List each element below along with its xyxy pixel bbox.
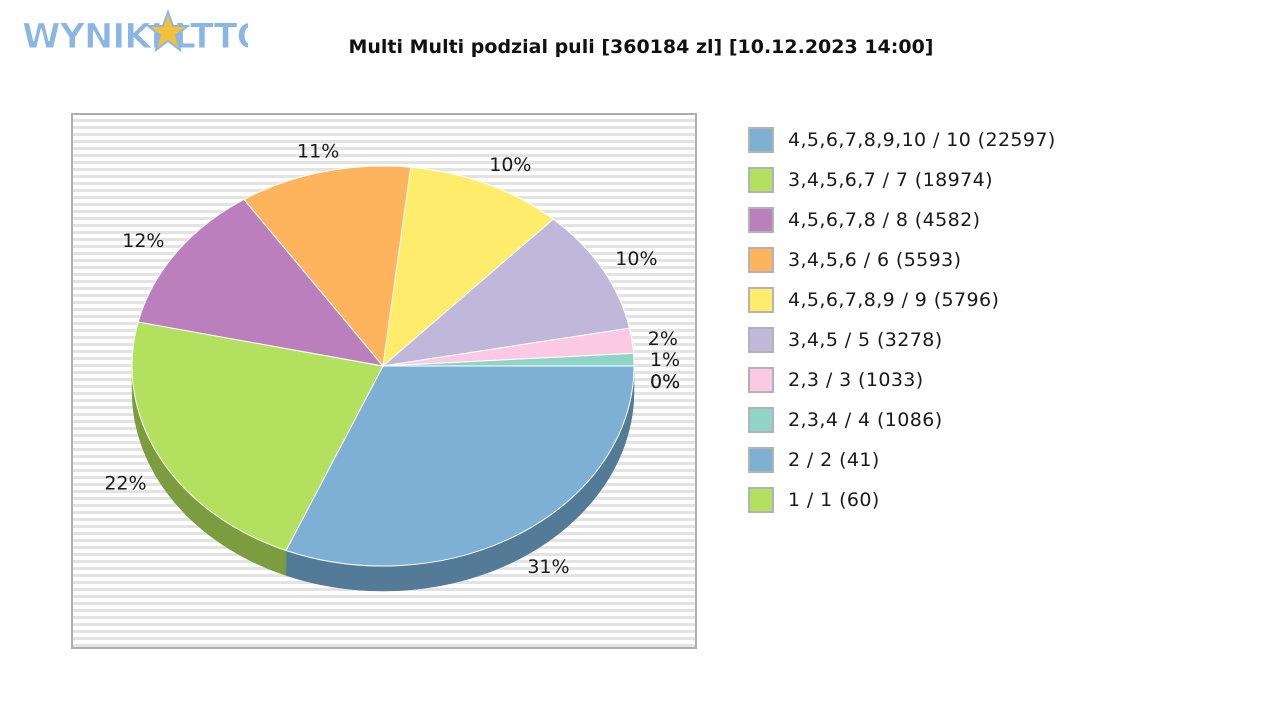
legend-swatch bbox=[748, 247, 774, 273]
pie-slice-7 bbox=[382, 352, 635, 367]
chart-title: Multi Multi podzial puli [360184 zl] [10… bbox=[348, 36, 934, 58]
legend-item: 3,4,5,6 / 6 (5593) bbox=[748, 240, 1268, 280]
legend: 4,5,6,7,8,9,10 / 10 (22597) 3,4,5,6,7 / 7… bbox=[748, 120, 1268, 520]
legend-label: 2 / 2 (41) bbox=[788, 449, 880, 471]
legend-item: 3,4,5 / 5 (3278) bbox=[748, 320, 1268, 360]
legend-swatch bbox=[748, 447, 774, 473]
legend-swatch bbox=[748, 207, 774, 233]
legend-item: 4,5,6,7,8,9,10 / 10 (22597) bbox=[748, 120, 1268, 160]
legend-item: 2,3 / 3 (1033) bbox=[748, 360, 1268, 400]
legend-label: 3,4,5 / 5 (3278) bbox=[788, 329, 943, 351]
legend-swatch bbox=[748, 487, 774, 513]
pie-label-6: 2% bbox=[648, 328, 678, 350]
legend-swatch bbox=[748, 367, 774, 393]
star-icon bbox=[145, 9, 191, 53]
legend-item: 4,5,6,7,8,9 / 9 (5796) bbox=[748, 280, 1268, 320]
legend-item: 3,4,5,6,7 / 7 (18974) bbox=[748, 160, 1268, 200]
pie-slices bbox=[131, 165, 635, 567]
pie-label-1: 22% bbox=[104, 473, 146, 495]
legend-item: 2,3,4 / 4 (1086) bbox=[748, 400, 1268, 440]
legend-swatch bbox=[748, 327, 774, 353]
legend-label: 4,5,6,7,8,9,10 / 10 (22597) bbox=[788, 129, 1056, 151]
pie-label-5: 10% bbox=[615, 248, 657, 270]
legend-swatch bbox=[748, 407, 774, 433]
legend-label: 4,5,6,7,8 / 8 (4582) bbox=[788, 209, 981, 231]
pie-label-2: 12% bbox=[122, 230, 164, 252]
wyniki-lotto-logo: WYNIKI L TTO bbox=[22, 9, 248, 58]
pie-slice-0 bbox=[285, 365, 635, 567]
legend-label: 2,3 / 3 (1033) bbox=[788, 369, 924, 391]
legend-label: 2,3,4 / 4 (1086) bbox=[788, 409, 943, 431]
pie-label-4: 10% bbox=[489, 154, 531, 176]
legend-label: 4,5,6,7,8,9 / 9 (5796) bbox=[788, 289, 1000, 311]
pie-slice-3 bbox=[243, 165, 412, 368]
legend-label: 3,4,5,6,7 / 7 (18974) bbox=[788, 169, 993, 191]
legend-item: 1 / 1 (60) bbox=[748, 480, 1268, 520]
pie-slice-5 bbox=[381, 218, 631, 367]
pie-label-3: 11% bbox=[297, 140, 339, 162]
legend-swatch bbox=[748, 287, 774, 313]
pie-slice-4 bbox=[382, 166, 555, 368]
pie-label-8: 0% bbox=[650, 371, 680, 393]
legend-swatch bbox=[748, 167, 774, 193]
legend-swatch bbox=[748, 127, 774, 153]
pie-label-0: 31% bbox=[527, 556, 569, 578]
legend-label: 1 / 1 (60) bbox=[788, 489, 880, 511]
pie-label-9: 0% bbox=[650, 371, 680, 393]
pie-slice-2 bbox=[137, 198, 385, 367]
pie-slice-1 bbox=[131, 321, 384, 552]
pie-labels: 31%22%12%11%10%10%2%1%0%0% bbox=[104, 140, 680, 578]
legend-item: 2 / 2 (41) bbox=[748, 440, 1268, 480]
legend-item: 4,5,6,7,8 / 8 (4582) bbox=[748, 200, 1268, 240]
legend-label: 3,4,5,6 / 6 (5593) bbox=[788, 249, 962, 271]
pie-label-7: 1% bbox=[650, 349, 680, 371]
svg-text:TTO: TTO bbox=[190, 17, 248, 57]
